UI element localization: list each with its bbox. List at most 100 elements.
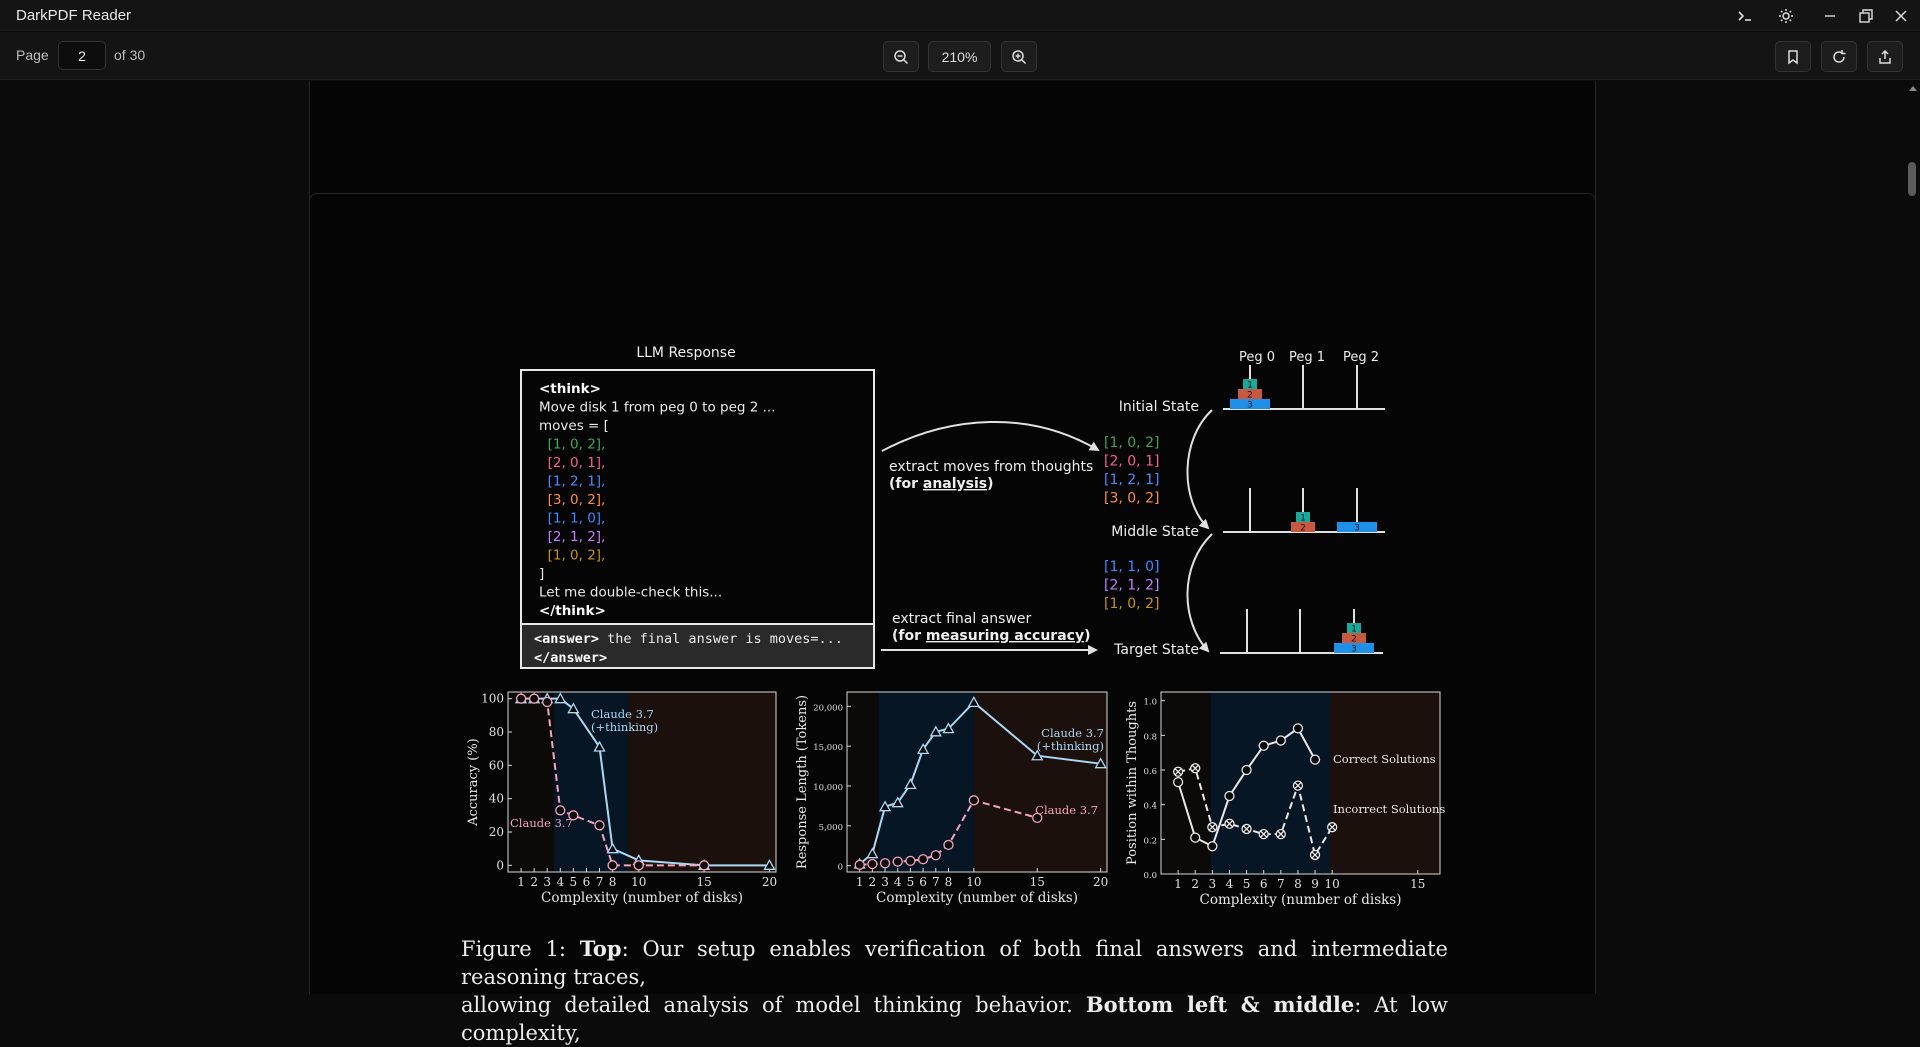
hanoi-disk xyxy=(1342,633,1366,643)
data-point xyxy=(1258,740,1269,751)
zoom-level[interactable]: 210% xyxy=(928,41,991,72)
page-total: of 30 xyxy=(114,47,146,63)
x-tick-label: 15 xyxy=(696,875,711,889)
zoom-out-button[interactable] xyxy=(883,41,919,72)
restore-icon[interactable] xyxy=(1852,4,1880,28)
extract-moves-sub: (for analysis) xyxy=(889,476,994,492)
y-tick-label: 0.4 xyxy=(1143,802,1157,812)
y-tick-label: 5,000 xyxy=(819,823,843,833)
terminal-icon[interactable] xyxy=(1731,4,1759,28)
document-viewer[interactable] xyxy=(0,81,1920,994)
bookmark-button[interactable] xyxy=(1775,41,1811,72)
share-icon xyxy=(1879,49,1891,64)
bookmark-icon xyxy=(1788,49,1798,64)
hanoi-disk xyxy=(1243,379,1257,389)
y-tick-label: 60 xyxy=(489,758,504,772)
llm-line: moves = [ xyxy=(539,418,609,434)
x-tick-label: 15 xyxy=(1030,875,1045,889)
data-point xyxy=(528,693,540,704)
minimize-icon[interactable] xyxy=(1816,4,1844,28)
refresh-icon xyxy=(1833,49,1846,63)
y-tick-label: 100 xyxy=(481,692,504,706)
data-point xyxy=(854,859,865,870)
disk-label: 2 xyxy=(1351,635,1357,645)
close-icon[interactable] xyxy=(1887,4,1915,28)
extract-final-sub: (for measuring accuracy) xyxy=(892,628,1090,644)
x-tick-label: 2 xyxy=(530,875,538,889)
data-point xyxy=(763,858,776,870)
disk-label: 1 xyxy=(1351,625,1357,635)
theme-sun-icon[interactable] xyxy=(1772,4,1800,28)
series-label: Claude 3.7 xyxy=(510,816,573,830)
zoom-out-icon xyxy=(894,49,909,64)
x-tick-label: 6 xyxy=(1260,877,1268,891)
x-tick-label: 10 xyxy=(631,875,646,889)
scrollbar-track[interactable] xyxy=(1906,81,1920,994)
llm-response-title: LLM Response xyxy=(636,345,735,361)
data-point xyxy=(1190,763,1201,774)
data-point xyxy=(878,800,892,812)
y-tick-label: 0 xyxy=(838,863,843,873)
data-point xyxy=(1207,822,1218,833)
series-label: (+thinking) xyxy=(1037,739,1104,753)
hanoi-disk xyxy=(1296,512,1310,522)
hanoi-disk xyxy=(1334,643,1374,653)
hanoi-disk xyxy=(1238,389,1262,399)
data-point xyxy=(1172,776,1184,788)
refresh-button[interactable] xyxy=(1821,41,1857,72)
data-point xyxy=(1275,735,1286,746)
series-line xyxy=(1177,767,1334,858)
data-point xyxy=(606,842,619,854)
y-tick-label: 20 xyxy=(489,825,504,839)
chart-2: 1 2 3 4 5 6 7 8 10 15 20 0 5,000 10,000 15,000 20,000 Co… xyxy=(795,691,1108,906)
complexity-region xyxy=(878,692,974,872)
figure-caption: Figure 1: Top: Our setup enables verific… xyxy=(461,935,1448,1047)
scroll-up-icon[interactable] xyxy=(1908,84,1918,92)
llm-response-box xyxy=(520,369,875,669)
hanoi-disk xyxy=(1230,399,1270,409)
y-tick-label: 0.2 xyxy=(1143,836,1157,846)
disk-label: 3 xyxy=(1247,401,1253,411)
x-tick-label: 10 xyxy=(1325,877,1340,891)
y-tick-label: 0.0 xyxy=(1143,871,1157,881)
x-tick-label: 3 xyxy=(543,875,551,889)
y-tick-label: 0.8 xyxy=(1143,732,1157,742)
extracted-move: [2, 0, 1] xyxy=(1104,454,1159,470)
disk-label: 3 xyxy=(1354,524,1360,534)
caption-line-2: allowing detailed analysis of model thin… xyxy=(461,992,1448,1045)
page-number-input[interactable] xyxy=(58,41,106,70)
answer-line-2: </answer> xyxy=(534,650,607,666)
y-tick-label: 15,000 xyxy=(813,743,843,753)
zoom-in-button[interactable] xyxy=(1001,41,1037,72)
extracted-move: [3, 0, 2] xyxy=(1104,491,1159,507)
x-tick-label: 2 xyxy=(869,875,877,889)
share-button[interactable] xyxy=(1867,41,1903,72)
data-point xyxy=(916,743,930,754)
data-point xyxy=(593,740,606,752)
series-label: Correct Solutions xyxy=(1333,752,1436,766)
scrollbar-thumb[interactable] xyxy=(1908,162,1916,196)
data-point xyxy=(1292,723,1304,734)
x-tick-label: 1 xyxy=(517,875,525,889)
llm-line: [1, 1, 0], xyxy=(539,511,605,527)
series-label: Incorrect Solutions xyxy=(1333,802,1445,816)
data-point xyxy=(607,860,618,871)
x-tick-label: 7 xyxy=(932,875,940,889)
llm-line: Move disk 1 from peg 0 to peg 2 ... xyxy=(539,400,776,416)
x-tick-label: 5 xyxy=(1243,877,1251,891)
series-label: Claude 3.7 xyxy=(591,707,654,721)
x-tick-label: 20 xyxy=(762,875,777,889)
y-tick-label: 0.6 xyxy=(1143,767,1157,777)
x-tick-label: 15 xyxy=(1410,877,1425,891)
x-tick-label: 9 xyxy=(1311,877,1319,891)
llm-line: Let me double-check this... xyxy=(539,585,722,601)
data-point xyxy=(1275,828,1286,840)
data-point xyxy=(698,860,710,871)
data-point xyxy=(542,696,553,708)
llm-line: [2, 0, 1], xyxy=(539,455,605,471)
x-tick-label: 10 xyxy=(966,875,981,889)
data-point xyxy=(1032,812,1043,823)
toolbar: Page of 30 210% xyxy=(0,32,1920,80)
chart-3: 1 2 3 4 5 6 7 8 9 10 15 0.0 0.2 0.4 0.6 0.8 1.0 Complexit… xyxy=(1125,691,1445,908)
llm-line: [2, 1, 2], xyxy=(539,529,605,545)
